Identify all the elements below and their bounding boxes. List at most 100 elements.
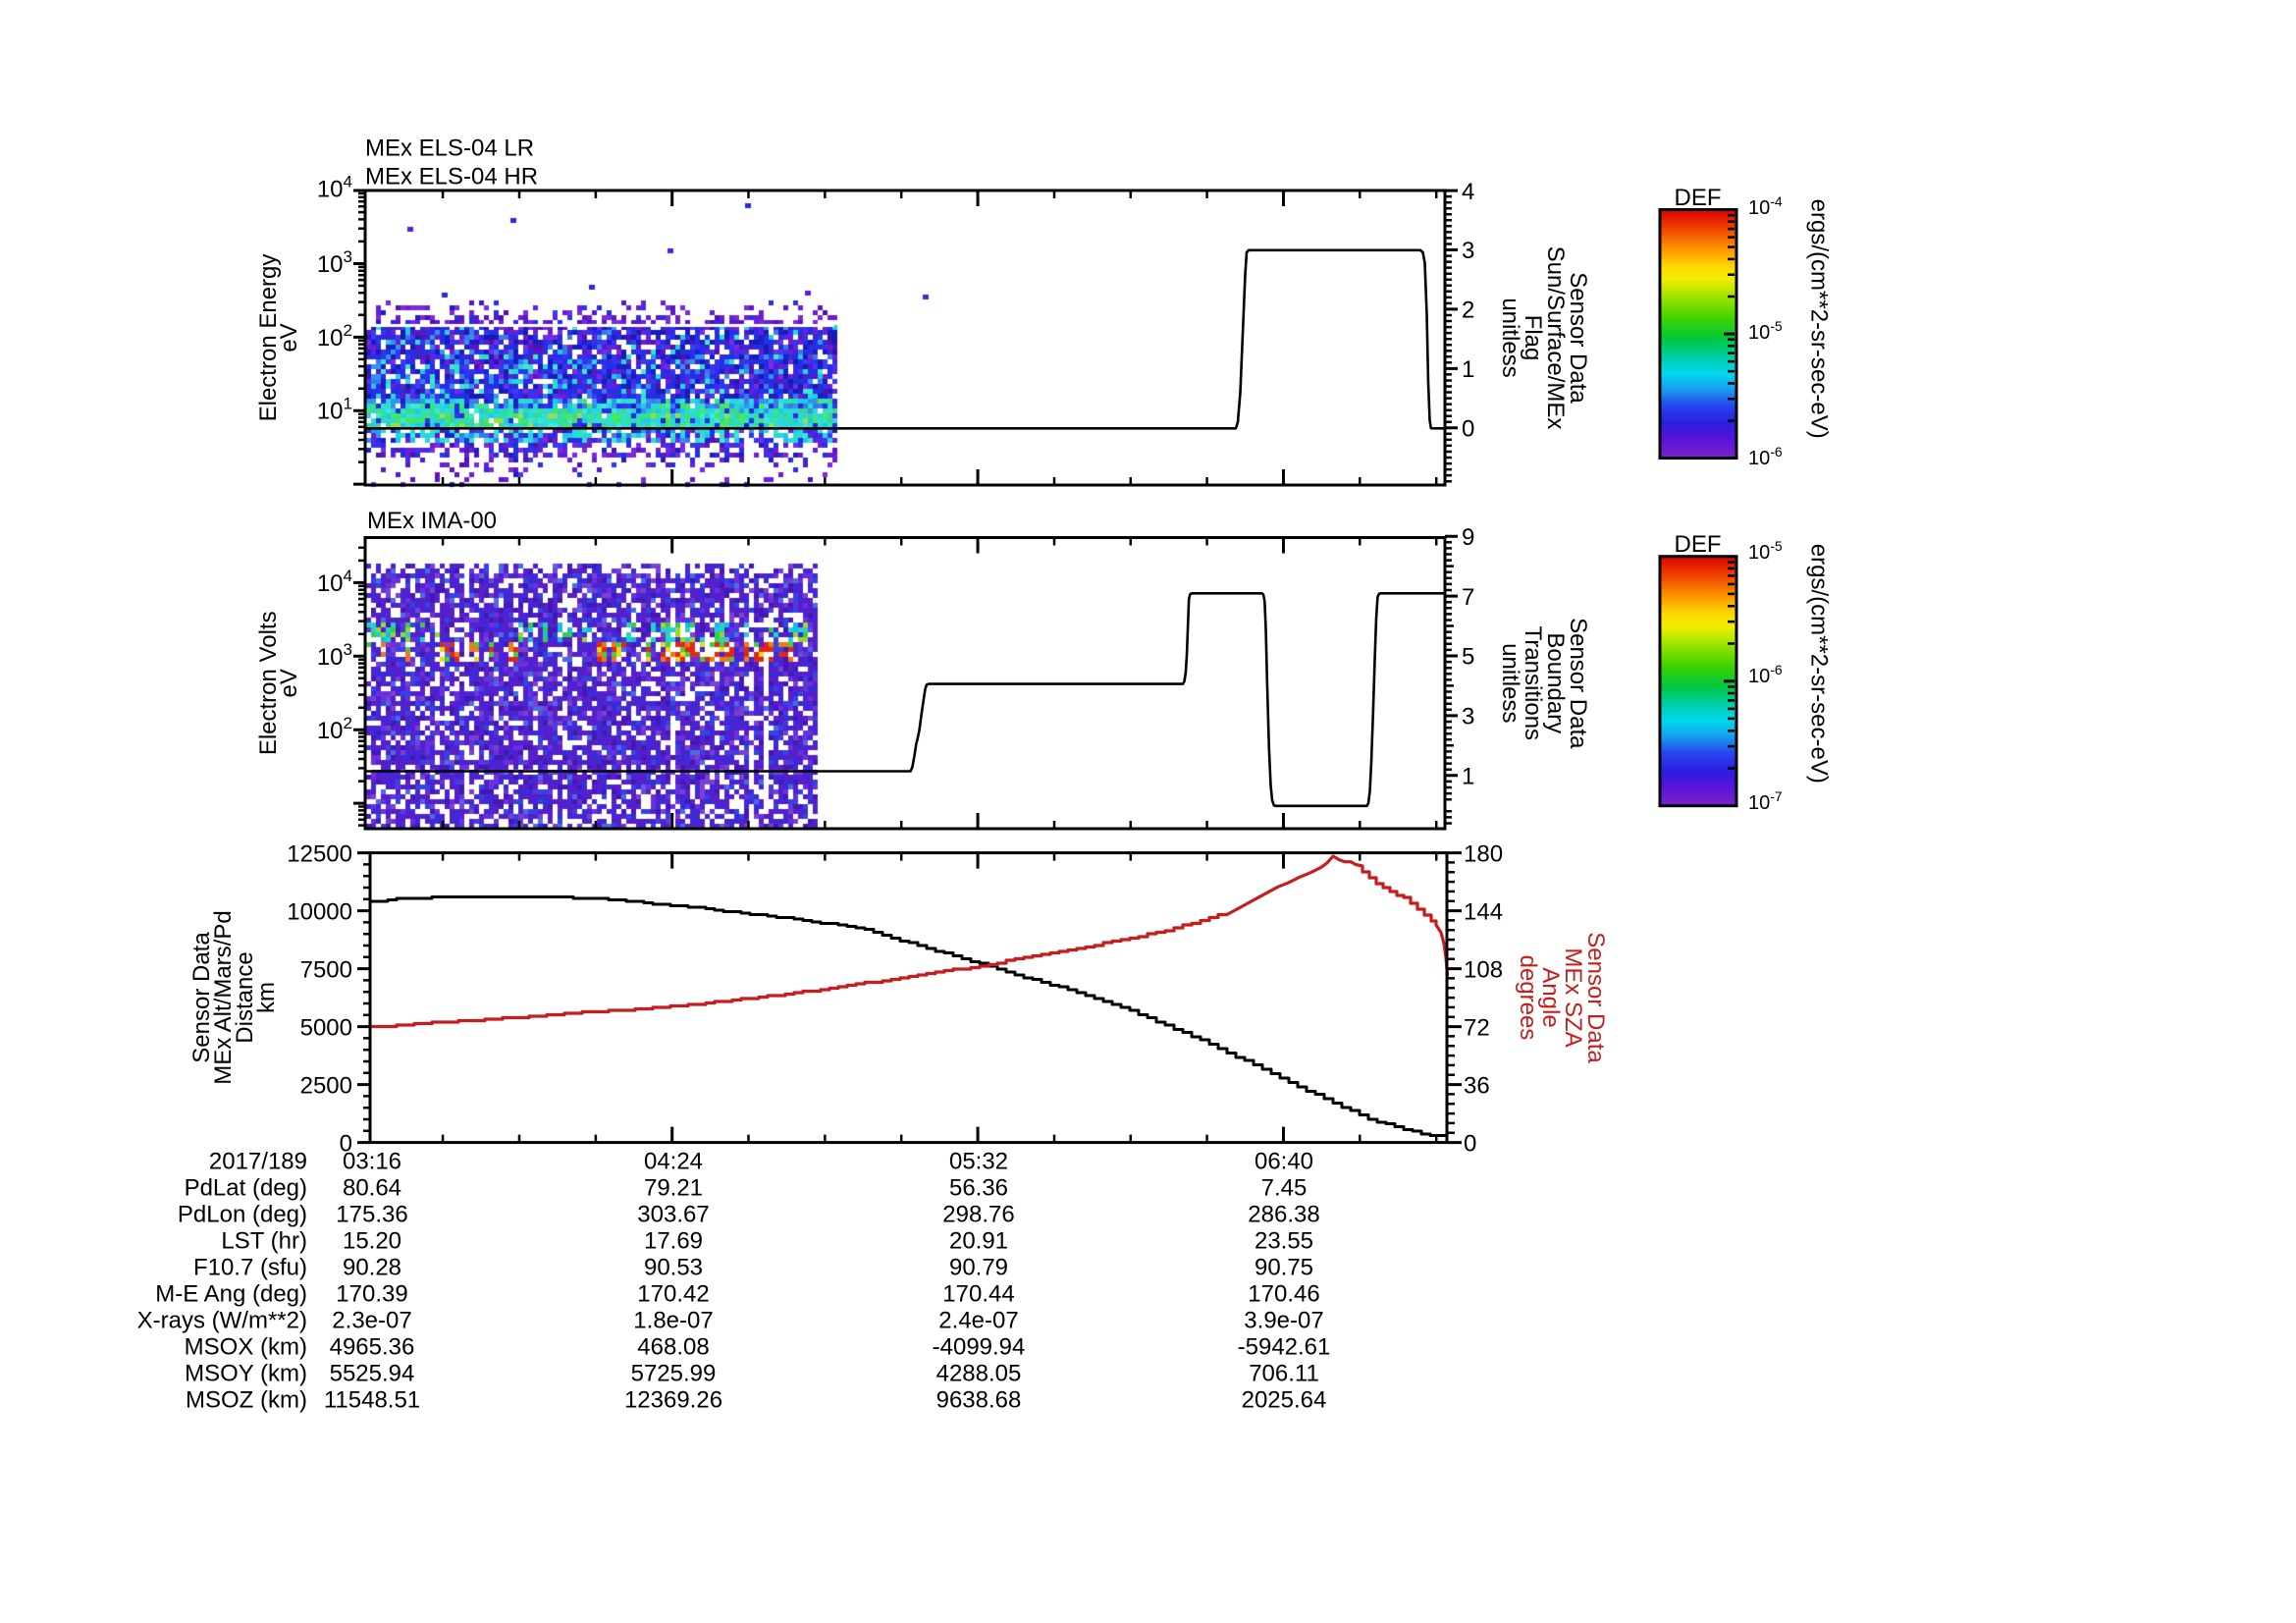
svg-text:DEF: DEF [1675,185,1722,211]
svg-text:MSOY (km): MSOY (km) [185,1361,307,1387]
svg-text:170.42: 170.42 [637,1281,709,1308]
svg-text:Electron Energy: Electron Energy [255,254,282,422]
svg-text:Sensor Data: Sensor Data [1582,932,1609,1063]
svg-text:108: 108 [1464,956,1503,983]
svg-text:2.4e-07: 2.4e-07 [938,1308,1018,1334]
svg-text:-5942.61: -5942.61 [1238,1334,1331,1361]
svg-text:04:24: 04:24 [644,1149,703,1175]
svg-text:7.45: 7.45 [1261,1175,1308,1202]
svg-text:103: 103 [317,640,352,671]
svg-text:eV: eV [276,669,302,697]
svg-text:9638.68: 9638.68 [936,1387,1022,1414]
svg-text:180: 180 [1464,840,1503,867]
svg-text:1.8e-07: 1.8e-07 [633,1308,713,1334]
svg-text:56.36: 56.36 [949,1175,1008,1202]
svg-text:0: 0 [1464,1130,1476,1157]
svg-text:4288.05: 4288.05 [936,1361,1022,1387]
svg-text:MSOZ (km): MSOZ (km) [186,1387,307,1414]
svg-text:2.3e-07: 2.3e-07 [332,1308,411,1334]
svg-text:ergs/(cm**2-sr-sec-eV): ergs/(cm**2-sr-sec-eV) [1806,199,1833,439]
svg-text:706.11: 706.11 [1249,1361,1319,1387]
svg-text:11548.51: 11548.51 [324,1387,420,1414]
svg-text:Sensor Data: Sensor Data [1565,618,1591,749]
svg-text:Angle: Angle [1537,967,1564,1027]
svg-text:15.20: 15.20 [343,1228,401,1255]
svg-text:Sensor Data: Sensor Data [1565,272,1591,404]
svg-text:2017/189: 2017/189 [209,1149,307,1175]
svg-text:90.75: 90.75 [1255,1255,1313,1281]
svg-text:2025.64: 2025.64 [1242,1387,1327,1414]
svg-text:03:16: 03:16 [343,1149,401,1175]
svg-text:10-6: 10-6 [1748,444,1783,469]
svg-text:3: 3 [1462,704,1474,730]
svg-text:104: 104 [317,567,352,597]
svg-text:102: 102 [317,321,352,352]
svg-text:12369.26: 12369.26 [624,1387,722,1414]
svg-text:Boundary: Boundary [1542,632,1569,733]
svg-text:LST (hr): LST (hr) [221,1228,307,1255]
svg-text:17.69: 17.69 [644,1228,703,1255]
svg-text:175.36: 175.36 [336,1202,407,1228]
svg-text:unitless: unitless [1497,298,1523,377]
svg-text:unitless: unitless [1497,643,1523,723]
svg-text:MEx Alt/Mars/Pd: MEx Alt/Mars/Pd [210,910,237,1084]
svg-text:303.67: 303.67 [637,1202,709,1228]
svg-text:170.46: 170.46 [1248,1281,1319,1308]
svg-text:101: 101 [317,395,352,425]
svg-text:Transitions: Transitions [1520,626,1546,740]
svg-text:9: 9 [1462,524,1474,551]
svg-text:MSOX (km): MSOX (km) [185,1334,307,1361]
svg-text:5725.99: 5725.99 [631,1361,717,1387]
svg-text:PdLon (deg): PdLon (deg) [178,1202,307,1228]
svg-text:1: 1 [1462,764,1474,790]
svg-text:7500: 7500 [300,956,352,983]
svg-text:468.08: 468.08 [637,1334,709,1361]
svg-text:103: 103 [317,247,352,278]
svg-text:3.9e-07: 3.9e-07 [1244,1308,1323,1334]
svg-text:10000: 10000 [287,898,352,925]
svg-text:144: 144 [1464,898,1503,925]
svg-text:Sensor Data: Sensor Data [188,932,215,1063]
svg-text:79.21: 79.21 [644,1175,703,1202]
svg-text:7: 7 [1462,584,1474,611]
svg-text:5525.94: 5525.94 [330,1361,415,1387]
svg-text:F10.7 (sfu): F10.7 (sfu) [193,1255,307,1281]
svg-text:2: 2 [1462,298,1474,324]
svg-text:20.91: 20.91 [949,1228,1008,1255]
svg-text:10-4: 10-4 [1748,193,1783,219]
svg-text:Sun/Surface/MEx: Sun/Surface/MEx [1542,246,1569,430]
svg-text:102: 102 [317,714,352,744]
svg-text:-4099.94: -4099.94 [933,1334,1026,1361]
svg-text:2500: 2500 [300,1072,352,1099]
svg-text:ergs/(cm**2-sr-sec-eV): ergs/(cm**2-sr-sec-eV) [1806,544,1833,784]
svg-text:3: 3 [1462,238,1474,264]
svg-text:10-5: 10-5 [1748,538,1783,564]
svg-text:23.55: 23.55 [1255,1228,1313,1255]
svg-text:5: 5 [1462,644,1474,671]
svg-text:MEx ELS-04 HR: MEx ELS-04 HR [365,163,538,189]
svg-text:10-7: 10-7 [1748,788,1783,814]
svg-text:4: 4 [1462,179,1474,205]
svg-text:M-E Ang (deg): M-E Ang (deg) [155,1281,307,1308]
svg-text:06:40: 06:40 [1255,1149,1313,1175]
svg-text:90.79: 90.79 [949,1255,1008,1281]
svg-text:298.76: 298.76 [942,1202,1014,1228]
svg-text:170.39: 170.39 [336,1281,407,1308]
svg-text:MEx IMA-00: MEx IMA-00 [367,508,497,534]
svg-text:eV: eV [276,323,302,352]
svg-text:4965.36: 4965.36 [330,1334,415,1361]
svg-text:10-6: 10-6 [1748,662,1783,687]
svg-text:72: 72 [1464,1014,1490,1041]
svg-text:12500: 12500 [287,840,352,867]
svg-text:170.44: 170.44 [942,1281,1014,1308]
svg-text:104: 104 [317,173,352,203]
svg-text:90.53: 90.53 [644,1255,703,1281]
svg-text:degrees: degrees [1515,955,1541,1041]
svg-text:1: 1 [1462,356,1474,383]
svg-text:0: 0 [340,1130,352,1157]
svg-text:Flag: Flag [1520,315,1546,361]
svg-text:90.28: 90.28 [343,1255,401,1281]
svg-text:km: km [253,982,280,1013]
svg-text:PdLat (deg): PdLat (deg) [185,1175,307,1202]
svg-text:05:32: 05:32 [949,1149,1008,1175]
